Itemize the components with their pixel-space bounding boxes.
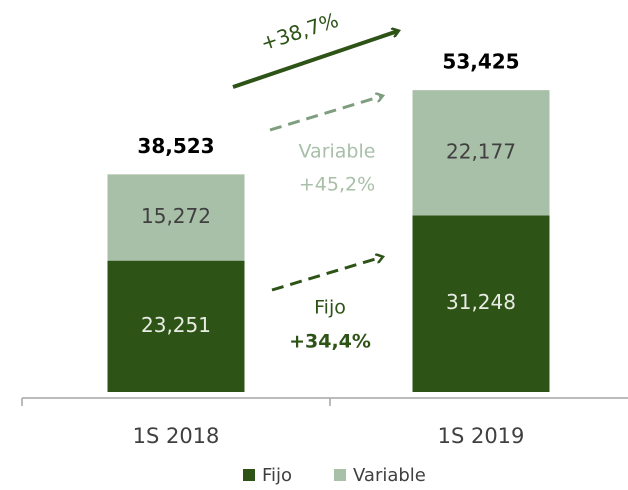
value-label: 23,251 <box>141 313 211 337</box>
legend-label: Fijo <box>262 465 292 486</box>
total-label: 38,523 <box>137 134 214 158</box>
bar-segment <box>412 215 550 392</box>
legend-swatch <box>334 469 346 481</box>
annotation: +34,4% <box>289 331 371 353</box>
legend-swatch <box>243 469 255 481</box>
annotation: +38,7% <box>258 8 342 56</box>
arrow <box>271 257 382 292</box>
annotation: +45,2% <box>299 174 375 196</box>
bar-segment <box>412 90 550 216</box>
total-label: 53,425 <box>442 50 519 74</box>
arrow <box>269 96 382 132</box>
annotation: Fijo <box>314 297 346 319</box>
x-tick-label: 1S 2019 <box>438 424 525 448</box>
x-tick-label: 1S 2018 <box>133 424 220 448</box>
bar-segment <box>107 260 245 392</box>
arrow <box>232 31 398 89</box>
annotation: Variable <box>299 141 376 163</box>
value-label: 31,248 <box>446 290 516 314</box>
legend-label: Variable <box>353 465 426 486</box>
bar-segment <box>107 174 245 261</box>
value-label: 15,272 <box>141 204 211 228</box>
value-label: 22,177 <box>446 139 516 163</box>
